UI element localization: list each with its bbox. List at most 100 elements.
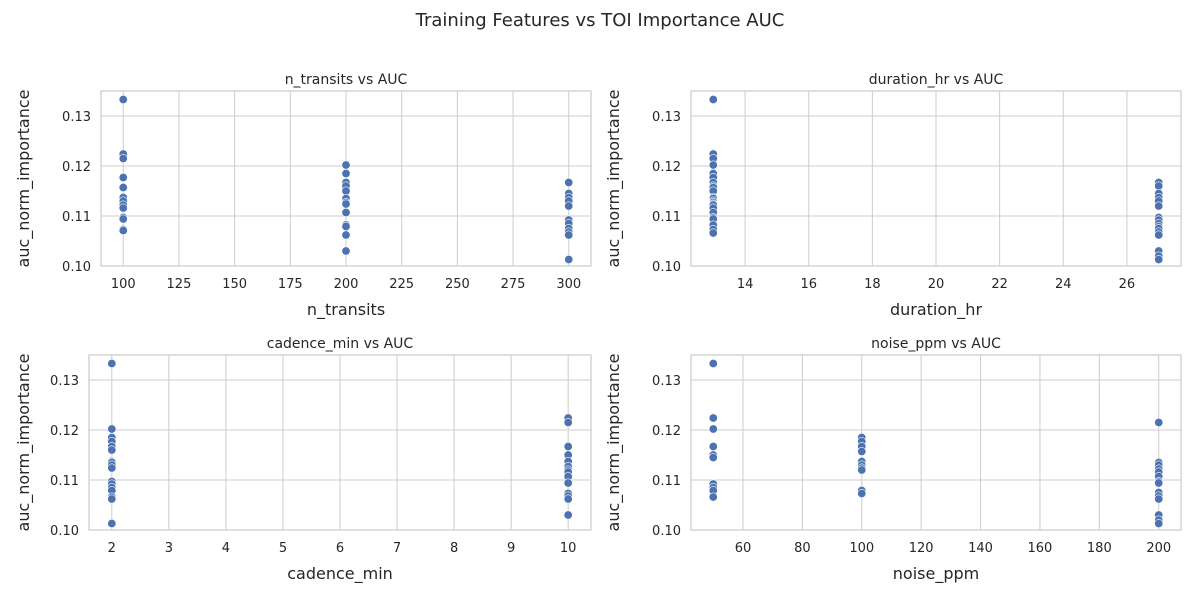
data-point <box>708 441 718 451</box>
y-tick-label: 0.10 <box>652 524 681 539</box>
data-point <box>107 494 117 504</box>
y-tick-label: 0.11 <box>652 210 681 225</box>
data-point <box>708 452 718 462</box>
plot-area <box>690 354 1182 531</box>
data-point <box>708 95 718 105</box>
y-tick-label: 0.10 <box>62 260 91 275</box>
x-tick-label: 10 <box>560 541 577 556</box>
data-point <box>1154 417 1164 427</box>
x-tick-label: 125 <box>167 277 192 292</box>
x-tick-label: 275 <box>501 277 526 292</box>
y-axis-label: auc_norm_importance <box>604 90 624 268</box>
y-tick-label: 0.11 <box>652 474 681 489</box>
figure-title: Training Features vs TOI Importance AUC <box>415 10 785 31</box>
x-tick-label: 26 <box>1119 277 1136 292</box>
x-tick-label: 3 <box>165 541 173 556</box>
y-tick-label: 0.10 <box>652 260 681 275</box>
x-tick-label: 140 <box>968 541 993 556</box>
x-tick-label: 2 <box>108 541 116 556</box>
y-tick-label: 0.12 <box>652 424 681 439</box>
x-tick-label: 6 <box>336 541 344 556</box>
y-tick-label: 0.13 <box>62 110 91 125</box>
y-axis-label: auc_norm_importance <box>604 354 624 532</box>
data-point <box>563 478 573 488</box>
y-tick-label: 0.13 <box>652 374 681 389</box>
x-tick-label: 60 <box>735 541 752 556</box>
x-tick-label: 120 <box>909 541 934 556</box>
x-tick-label: 200 <box>334 277 359 292</box>
x-tick-label: 14 <box>737 277 754 292</box>
data-point <box>708 413 718 423</box>
data-point <box>1154 255 1164 265</box>
data-point <box>107 424 117 434</box>
y-tick-label: 0.12 <box>652 160 681 175</box>
x-tick-label: 16 <box>800 277 817 292</box>
data-point <box>118 173 128 183</box>
data-point <box>708 492 718 502</box>
x-tick-label: 18 <box>864 277 881 292</box>
data-point <box>1154 478 1164 488</box>
data-point <box>708 228 718 238</box>
y-tick-label: 0.12 <box>62 160 91 175</box>
x-tick-label: 175 <box>278 277 303 292</box>
x-tick-label: 20 <box>928 277 945 292</box>
data-point <box>118 183 128 193</box>
x-axis-label: cadence_min <box>287 564 393 584</box>
data-point <box>563 417 573 427</box>
data-point <box>341 160 351 170</box>
subplot-2: 14 16 18 20 22 24 26 0.10 0.11 0.12 0.13 duration_h… <box>604 72 1182 320</box>
subplot-1: 100 125 150 175 200 225 250 275 300 0.10 0.11 0.12 0… <box>14 72 592 320</box>
data-point <box>564 201 574 211</box>
y-tick-label: 0.13 <box>652 110 681 125</box>
x-tick-label: 160 <box>1028 541 1053 556</box>
x-tick-label: 225 <box>389 277 414 292</box>
x-tick-label: 8 <box>450 541 458 556</box>
subplot-title: duration_hr vs AUC <box>869 72 1004 88</box>
data-point <box>107 445 117 455</box>
y-axis-label: auc_norm_importance <box>14 90 34 268</box>
y-axis-label: auc_norm_importance <box>14 354 34 532</box>
subplot-title: n_transits vs AUC <box>285 72 408 88</box>
x-axis-label: duration_hr <box>890 300 982 320</box>
data-point <box>1154 201 1164 211</box>
data-point <box>564 230 574 240</box>
data-point <box>341 222 351 232</box>
subplot-title: noise_ppm vs AUC <box>871 336 1001 352</box>
data-point <box>1154 518 1164 528</box>
x-axis-label: n_transits <box>307 300 385 320</box>
subplots: 100 125 150 175 200 225 250 275 3000.100.110.120… <box>14 72 1182 584</box>
y-tick-label: 0.11 <box>50 474 79 489</box>
x-tick-label: 100 <box>849 541 874 556</box>
data-point <box>341 199 351 209</box>
data-point <box>857 488 867 498</box>
data-point <box>118 203 128 213</box>
data-point <box>118 226 128 236</box>
data-point <box>118 154 128 164</box>
data-point <box>1154 494 1164 504</box>
data-point <box>563 494 573 504</box>
data-point <box>341 230 351 240</box>
data-point <box>341 208 351 218</box>
subplot-3: 2 3 4 5 6 7 8 9 10 0.10 0.11 0.12 0.13 cadence_min vs… <box>14 336 592 584</box>
data-point <box>708 424 718 434</box>
data-point <box>118 214 128 224</box>
y-tick-label: 0.13 <box>50 374 79 389</box>
data-point <box>563 510 573 520</box>
x-tick-label: 200 <box>1146 541 1171 556</box>
data-point <box>341 169 351 179</box>
data-point <box>708 160 718 170</box>
data-point <box>564 178 574 188</box>
data-point <box>857 465 867 475</box>
x-tick-label: 250 <box>445 277 470 292</box>
data-point <box>564 255 574 265</box>
data-point <box>563 441 573 451</box>
data-point <box>118 95 128 105</box>
x-tick-label: 4 <box>222 541 230 556</box>
data-point <box>341 246 351 256</box>
y-tick-label: 0.11 <box>62 210 91 225</box>
x-tick-label: 24 <box>1055 277 1072 292</box>
x-tick-label: 300 <box>556 277 581 292</box>
subplot-title: cadence_min vs AUC <box>267 336 414 352</box>
y-tick-label: 0.10 <box>50 524 79 539</box>
